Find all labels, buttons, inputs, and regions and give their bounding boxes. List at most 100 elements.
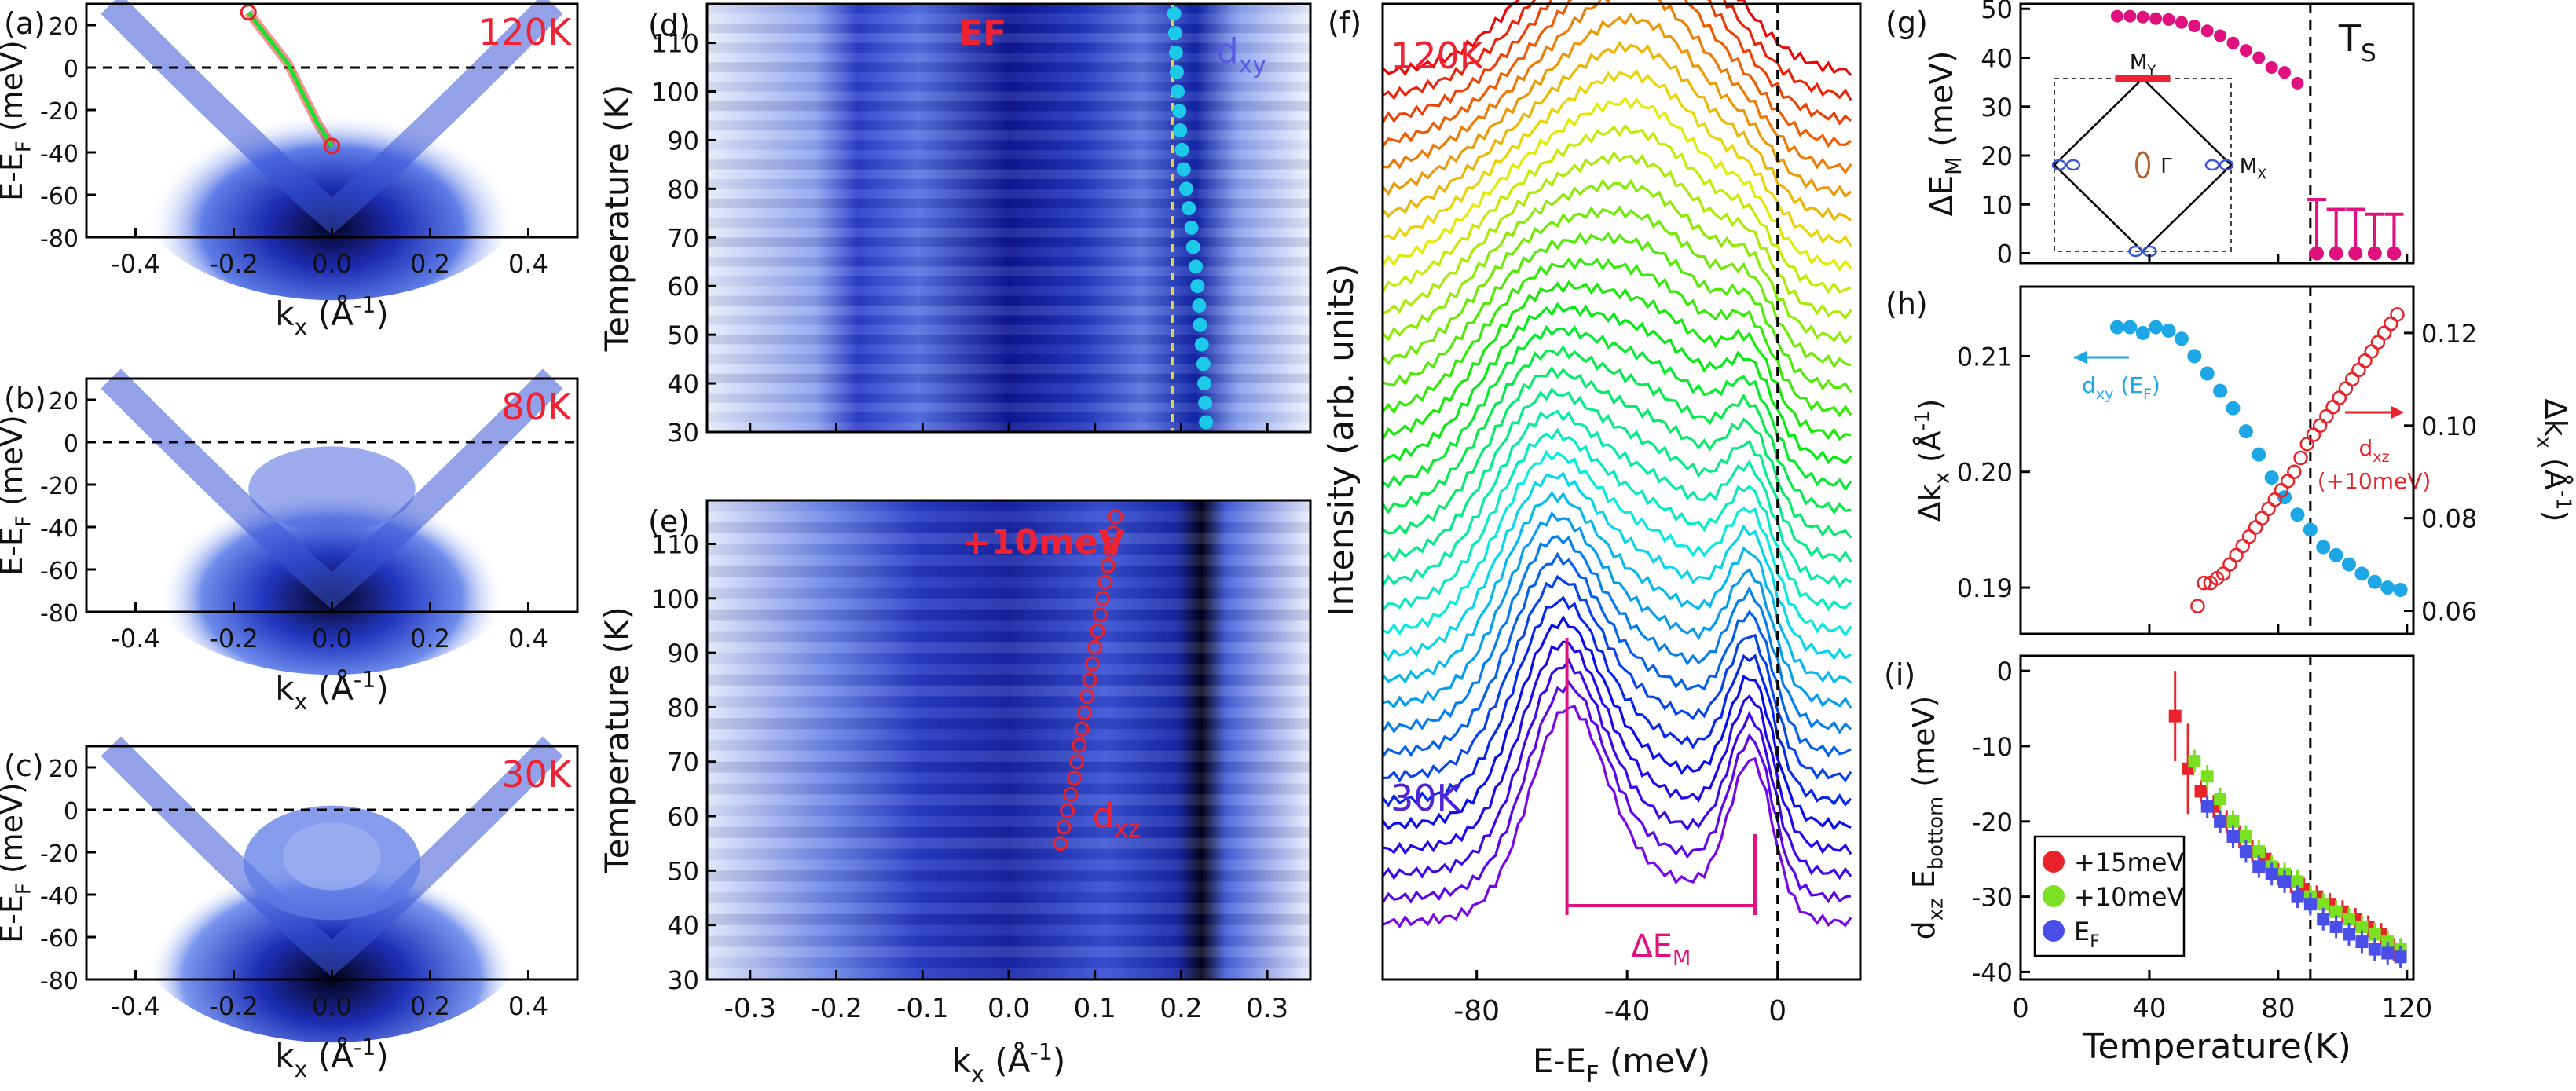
legend-marker xyxy=(2043,885,2065,907)
y-axis-label: Δkx (Å-1) xyxy=(1911,399,1955,522)
inset-label-mx: MX xyxy=(2240,155,2267,182)
dxz-point xyxy=(2376,325,2392,341)
scan-row xyxy=(707,402,1310,413)
edc-curve xyxy=(1381,551,1852,758)
scan-row xyxy=(707,208,1310,218)
scan-row xyxy=(707,783,1310,795)
m-point-pocket xyxy=(2204,159,2220,171)
scan-row xyxy=(707,816,1310,827)
x-tick-label: -0.4 xyxy=(111,624,159,654)
dxz-position-marker xyxy=(1102,541,1118,557)
dxz-arrow-head xyxy=(2391,406,2404,419)
inset-frame xyxy=(2054,78,2232,252)
y-axis-label: ΔEM (meV) xyxy=(1924,51,1966,217)
ebottom-point xyxy=(2252,845,2266,859)
gap-point xyxy=(2123,9,2137,23)
m-point-pocket xyxy=(2128,245,2143,258)
scan-row xyxy=(707,935,1310,947)
plot-frame xyxy=(705,499,1312,981)
dxy-position-marker xyxy=(1196,357,1211,372)
y-tick-label: 20 xyxy=(1981,141,2013,171)
edc-curve xyxy=(1382,0,1852,175)
dxy-position-marker xyxy=(1193,317,1207,332)
dxz-position-marker xyxy=(1100,558,1116,573)
panel-g: MY MX Γ TS 0 10 20 30 40 50 ΔEM (meV) (g) xyxy=(1885,0,2409,269)
edc-curve xyxy=(1381,123,1852,295)
gap-point xyxy=(2214,29,2227,42)
dxy-position-marker xyxy=(1182,201,1196,216)
panel-label: (b) xyxy=(4,381,46,416)
dxz-point xyxy=(2261,501,2276,517)
x-tick-label: 120 xyxy=(2381,993,2432,1024)
gap-point xyxy=(2291,76,2304,90)
dxz-position-marker xyxy=(1082,672,1097,688)
x-tick-label: 0.0 xyxy=(988,993,1030,1024)
dxz-position-marker xyxy=(1084,656,1100,672)
y-axis-label: E-EF (meV) xyxy=(0,782,36,943)
edc-curve xyxy=(1381,535,1852,734)
scan-row xyxy=(707,500,1310,511)
y-axis-label: Temperature (K) xyxy=(598,85,636,353)
band-label: dxy xyxy=(1217,31,1266,79)
y2-tick-label: 0.06 xyxy=(2421,597,2477,627)
y-tick-label: 30 xyxy=(667,965,699,995)
y-tick-label: 100 xyxy=(651,584,699,614)
scan-row xyxy=(707,881,1310,893)
scan-row xyxy=(707,609,1310,621)
dxy-position-marker xyxy=(1172,104,1187,119)
x-tick-label: 0.2 xyxy=(410,249,450,279)
ebottom-point xyxy=(2265,867,2278,880)
dxz-position-marker xyxy=(1053,836,1068,851)
scan-row xyxy=(707,82,1310,92)
y-axis-label: E-EF (meV) xyxy=(0,40,36,201)
y-tick-label: 80 xyxy=(667,693,699,723)
ebottom-point xyxy=(2200,800,2214,813)
y2-tick-label: 0.10 xyxy=(2421,412,2477,441)
dxy-point xyxy=(2213,383,2228,398)
edc-curve xyxy=(1382,151,1852,320)
x-tick-label: -0.2 xyxy=(209,991,258,1021)
y2-tick-label: 0.08 xyxy=(2421,504,2477,534)
panel-label: (d) xyxy=(648,8,691,42)
dxy-point xyxy=(2161,323,2176,338)
dxz-point xyxy=(2344,372,2360,387)
gap-point xyxy=(2149,12,2163,25)
dxz-position-marker xyxy=(1097,574,1113,590)
top-temperature-label: 120K xyxy=(1391,35,1485,77)
dxz-point xyxy=(2197,575,2211,591)
scan-row xyxy=(707,169,1310,179)
y-tick-label: 0 xyxy=(64,56,79,83)
scan-row xyxy=(707,957,1310,969)
scan-row xyxy=(707,276,1310,287)
scan-row xyxy=(707,848,1310,860)
dxz-point xyxy=(2287,464,2302,479)
x-tick-label: -0.2 xyxy=(810,993,862,1024)
x-tick-label: 40 xyxy=(2132,993,2166,1024)
dxz-point xyxy=(2332,390,2347,405)
pocket-core xyxy=(283,822,381,891)
scan-row xyxy=(707,412,1310,423)
edc-curve xyxy=(1381,471,1852,662)
gap-point xyxy=(2162,13,2175,26)
x-tick-label: -0.3 xyxy=(724,993,776,1024)
plot-frame xyxy=(85,2,579,239)
dxz-point xyxy=(2280,474,2296,489)
plot-frame xyxy=(85,745,579,981)
panel-h: dxy (EF) dxz(+10meV) 0.19 0.20 0.21 0.06 0.08 0… xyxy=(1885,287,2574,634)
y-tick-label: 90 xyxy=(667,126,699,156)
legend-marker xyxy=(2043,851,2065,873)
y-tick-label: 0.19 xyxy=(1957,573,2013,603)
dxz-position-marker xyxy=(1063,786,1079,802)
y-tick-label: -60 xyxy=(40,183,79,211)
gap-point xyxy=(2175,16,2188,29)
x-tick-label: 0.2 xyxy=(1160,993,1202,1024)
energy-annotation: EF xyxy=(959,13,1006,53)
x-tick-label: 80 xyxy=(2261,993,2295,1024)
band-arc xyxy=(101,736,563,977)
ebottom-point xyxy=(2200,770,2214,783)
y-tick-label: 0.21 xyxy=(1957,342,2013,372)
ebottom-point xyxy=(2239,845,2252,859)
scan-row xyxy=(707,393,1310,403)
temperature-map xyxy=(707,500,1310,979)
edc-curve xyxy=(1381,0,1852,77)
